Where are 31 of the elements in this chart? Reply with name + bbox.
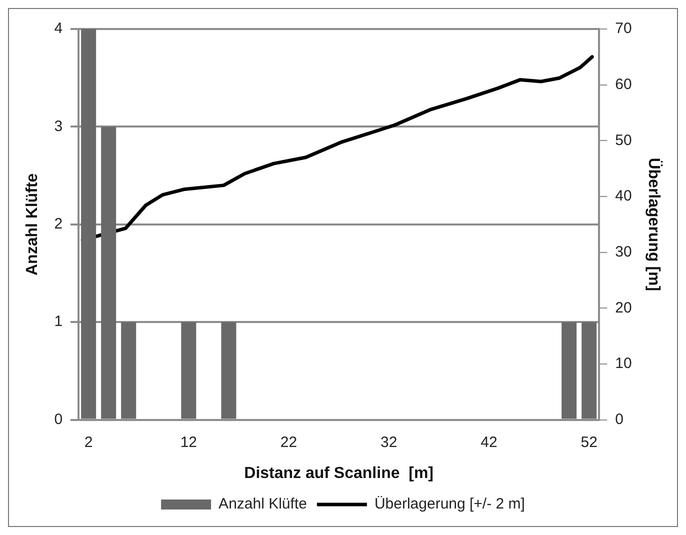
bar: [562, 322, 577, 419]
y-tick-label: 1: [54, 313, 63, 330]
x-tick-label: 32: [380, 434, 398, 451]
bar: [101, 126, 116, 419]
bar: [582, 322, 597, 419]
y-tick-label: 4: [54, 20, 63, 38]
y-tick-label: 3: [54, 118, 63, 135]
y2-tick-label: 40: [615, 188, 632, 205]
legend-label: Überlagerung [+/- 2 m]: [374, 496, 525, 513]
bar: [81, 29, 96, 419]
legend-label: Anzahl Klüfte: [218, 496, 307, 513]
y2-tick-label: 60: [615, 76, 632, 93]
y2-axis-title: Überlagerung [m]: [644, 158, 663, 292]
bar: [181, 322, 196, 419]
x-tick-label: 22: [280, 434, 298, 451]
y2-tick-label: 20: [615, 299, 632, 316]
x-tick-label: 52: [580, 434, 598, 451]
x-axis-title: Distanz auf Scanline [m]: [244, 464, 434, 482]
bar: [221, 322, 236, 419]
y-axis-title: Anzahl Klüfte: [24, 173, 42, 276]
x-tick-label: 2: [84, 434, 93, 451]
y2-tick-label: 30: [615, 243, 632, 260]
y-tick-label: 2: [54, 216, 63, 233]
y2-tick-label: 10: [615, 355, 632, 372]
y2-tick-label: 50: [615, 132, 632, 149]
x-tick-label: 12: [180, 434, 198, 451]
y2-tick-label: 70: [615, 20, 632, 38]
y2-tick-label: 0: [615, 410, 624, 428]
bar: [121, 322, 136, 419]
x-tick-label: 42: [480, 434, 498, 451]
y-tick-label: 0: [54, 410, 63, 428]
